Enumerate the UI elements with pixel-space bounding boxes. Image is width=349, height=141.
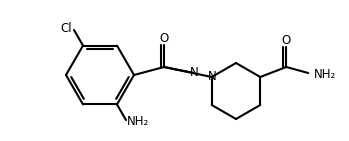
Text: N: N [190,67,198,80]
Text: NH₂: NH₂ [314,69,336,81]
Text: NH₂: NH₂ [127,114,149,127]
Text: O: O [282,34,291,47]
Text: O: O [159,31,169,45]
Text: Cl: Cl [60,22,72,36]
Text: N: N [207,70,216,83]
